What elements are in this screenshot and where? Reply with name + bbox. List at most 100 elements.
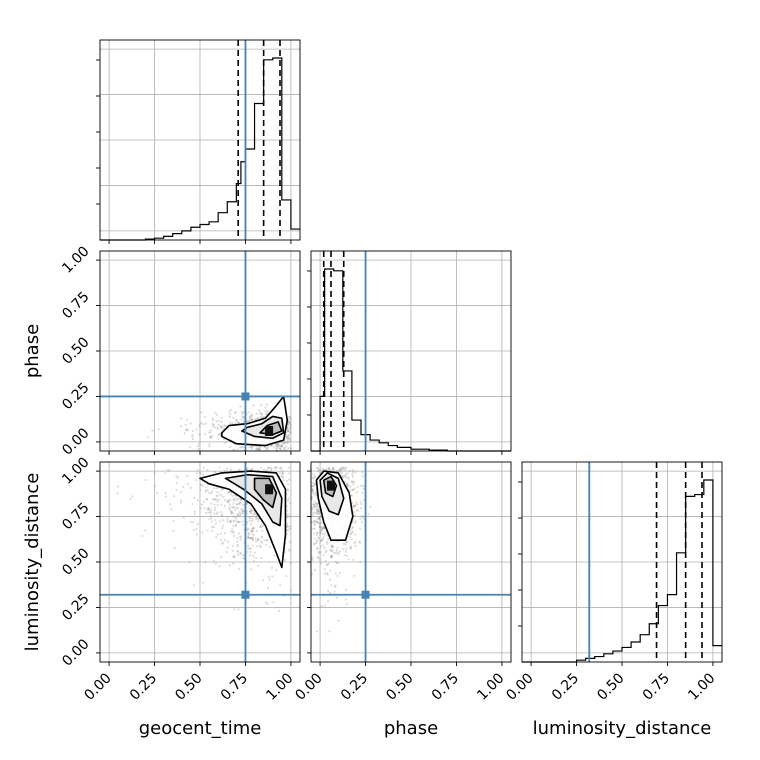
y-tick-label: 0.50 <box>59 545 92 578</box>
sample-point <box>209 436 212 439</box>
sample-point <box>210 530 214 533</box>
sample-point <box>227 506 231 510</box>
sample-point <box>276 447 279 450</box>
sample-point <box>313 476 317 479</box>
x-tick-label: 0.75 <box>640 670 673 703</box>
sample-point <box>235 499 239 502</box>
sample-point <box>288 421 292 424</box>
sample-point <box>286 499 290 502</box>
histogram-step <box>522 479 722 663</box>
sample-point <box>320 539 324 542</box>
sample-point <box>213 426 216 429</box>
sample-point <box>212 487 216 490</box>
sample-point <box>255 514 258 517</box>
sample-point <box>247 537 250 540</box>
sample-point <box>345 540 348 543</box>
sample-point <box>201 531 204 534</box>
sample-point <box>236 543 239 546</box>
sample-point <box>223 499 227 502</box>
sample-point <box>199 472 202 475</box>
sample-point <box>273 445 276 448</box>
sample-point <box>214 519 217 522</box>
sample-point <box>280 468 283 471</box>
sample-point <box>330 555 333 558</box>
sample-point <box>220 513 223 517</box>
sample-point <box>239 446 242 449</box>
sample-point <box>265 538 269 542</box>
sample-point <box>324 468 327 471</box>
sample-point <box>195 527 198 531</box>
sample-point <box>214 562 217 565</box>
sample-point <box>319 558 322 562</box>
sample-point <box>116 492 119 495</box>
sample-point <box>278 447 282 450</box>
sample-point <box>312 543 316 546</box>
sample-point <box>331 549 334 552</box>
sample-point <box>316 510 319 513</box>
sample-point <box>200 483 203 486</box>
sample-point <box>263 538 266 542</box>
sample-point <box>252 526 255 529</box>
sample-point <box>345 588 348 592</box>
sample-point <box>324 551 327 554</box>
sample-point <box>202 500 206 503</box>
sample-point <box>254 557 258 560</box>
sample-point <box>350 480 354 484</box>
sample-point <box>350 527 354 530</box>
sample-point <box>318 472 321 475</box>
sample-point <box>316 508 319 511</box>
sample-point <box>272 601 275 604</box>
sample-point <box>234 524 237 527</box>
sample-point <box>239 513 242 516</box>
sample-point <box>287 430 290 433</box>
sample-point <box>234 411 237 414</box>
sample-point <box>334 572 337 575</box>
sample-point <box>131 495 134 498</box>
sample-point <box>189 446 192 449</box>
sample-point <box>216 426 219 429</box>
sample-point <box>284 445 287 449</box>
sample-point <box>211 417 214 420</box>
sample-point <box>229 530 233 533</box>
sample-point <box>200 503 204 506</box>
sample-point <box>209 431 212 434</box>
sample-point <box>356 503 359 506</box>
sample-point <box>289 423 292 427</box>
sample-point <box>229 510 233 513</box>
sample-point <box>318 522 321 525</box>
sample-point <box>260 416 263 420</box>
sample-point <box>193 512 196 516</box>
sample-point <box>209 428 212 432</box>
sample-point <box>250 445 253 448</box>
sample-point <box>250 510 253 514</box>
sample-point <box>329 548 332 551</box>
sample-point <box>316 511 319 514</box>
sample-point <box>252 554 255 558</box>
sample-point <box>313 523 316 526</box>
sample-point <box>348 470 351 473</box>
sample-point <box>240 498 243 501</box>
sample-point <box>248 517 251 520</box>
sample-point <box>241 512 244 515</box>
sample-point <box>252 559 256 563</box>
sample-point <box>266 448 269 451</box>
sample-point <box>242 509 245 513</box>
sample-point <box>245 420 249 423</box>
sample-point <box>238 511 241 514</box>
sample-point <box>209 510 212 513</box>
sample-point <box>351 475 355 479</box>
sample-point <box>256 447 260 450</box>
sample-point <box>249 414 252 417</box>
sample-point <box>273 466 276 470</box>
sample-point <box>210 525 214 529</box>
sample-point <box>173 546 176 550</box>
sample-point <box>328 467 331 470</box>
sample-point <box>225 550 228 554</box>
sample-point <box>325 549 328 552</box>
sample-point <box>164 472 167 475</box>
sample-point <box>353 542 356 545</box>
sample-point <box>353 504 357 507</box>
sample-point <box>227 499 230 502</box>
x-tick-label: 0.50 <box>172 670 205 703</box>
sample-point <box>313 511 317 515</box>
